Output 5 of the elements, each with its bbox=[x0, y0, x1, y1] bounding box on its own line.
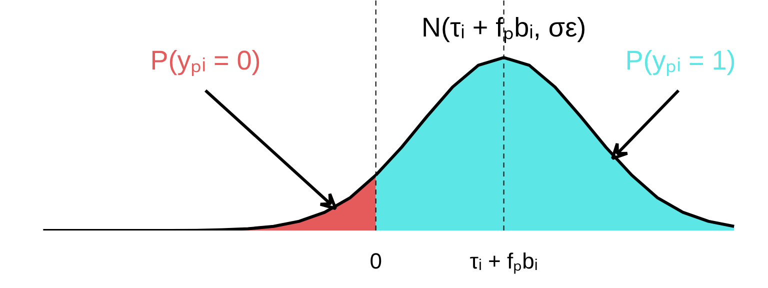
annotation: P(yₚᵢ = 0) bbox=[150, 46, 261, 76]
annotation: P(yₚᵢ = 1) bbox=[625, 46, 736, 76]
x-tick-label: 0 bbox=[370, 248, 382, 274]
x-tick-label: τᵢ + fₚbᵢ bbox=[470, 248, 538, 274]
annotation: N(τᵢ + fₚbᵢ, σε) bbox=[421, 12, 586, 44]
